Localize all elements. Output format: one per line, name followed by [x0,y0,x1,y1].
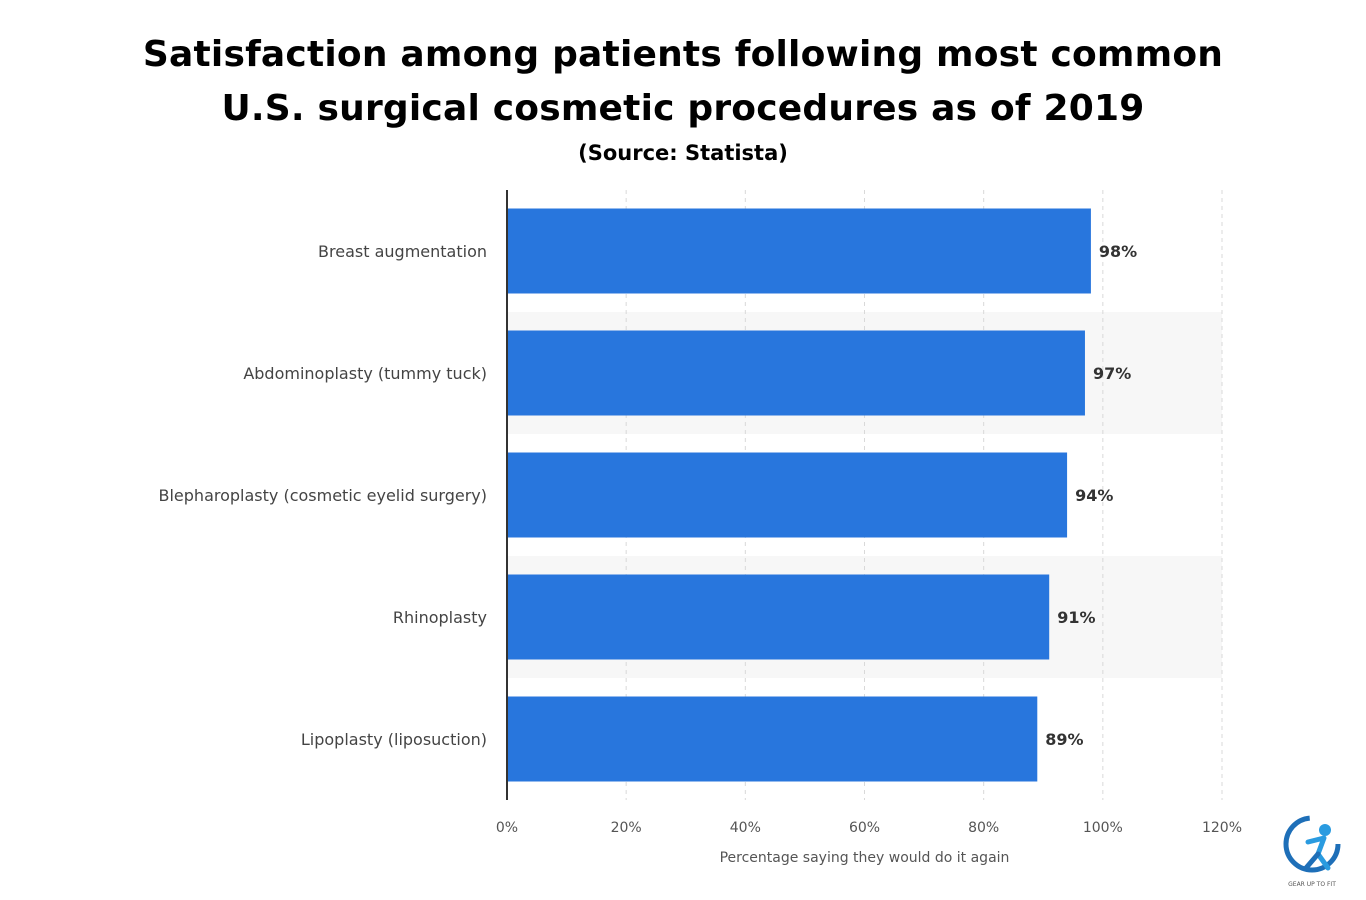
x-axis-title: Percentage saying they would do it again [720,850,1010,866]
data-label: 91% [1057,608,1095,627]
logo-runner-body [1305,835,1331,871]
brand-logo: GEAR UP TO FIT [1283,815,1341,888]
bar [507,208,1091,294]
logo-text: GEAR UP TO FIT [1288,881,1336,888]
data-label: 94% [1075,486,1113,505]
bar [507,696,1038,782]
logo-ring [1283,815,1341,873]
x-tick-label: 0% [496,820,518,836]
data-label: 98% [1099,242,1137,261]
chart-title-line-2: U.S. surgical cosmetic procedures as of … [221,88,1145,129]
chart-source: (Source: Statista) [578,141,788,165]
chart-title-line-1: Satisfaction among patients following mo… [142,34,1224,75]
x-tick-label: 80% [968,820,999,836]
category-label: Blepharoplasty (cosmetic eyelid surgery) [159,486,488,505]
data-label: 97% [1093,364,1131,383]
x-tick-label: 40% [730,820,761,836]
bar [507,574,1050,660]
data-label: 89% [1045,730,1083,749]
x-tick-label: 100% [1083,820,1123,836]
x-tick-label: 60% [849,820,880,836]
title-block: Satisfaction among patients following mo… [0,28,1366,168]
logo-head [1319,824,1331,836]
x-tick-label: 120% [1202,820,1242,836]
category-label: Abdominoplasty (tummy tuck) [243,364,487,383]
bar [507,330,1085,416]
bar [507,452,1068,538]
category-label: Breast augmentation [318,242,487,261]
x-tick-label: 20% [611,820,642,836]
category-label: Rhinoplasty [393,608,487,627]
category-label: Lipoplasty (liposuction) [301,730,487,749]
logo-runner-leg [1303,851,1321,871]
